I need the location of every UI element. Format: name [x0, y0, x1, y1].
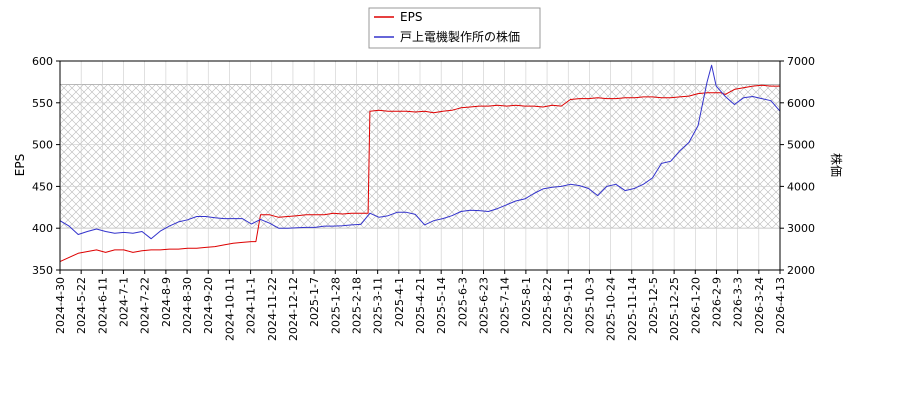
- x-tick-label-2: 2024-6-11: [96, 277, 109, 334]
- right-tick-label-4: 6000: [787, 97, 815, 110]
- x-tick-label-6: 2024-8-30: [181, 277, 194, 334]
- x-axis-ticks: 2024-4-30 2024-5-22 2024-6-11 2024-7-1 2024-…: [54, 270, 787, 341]
- x-tick-label-5: 2024-8-9: [160, 277, 173, 327]
- legend: EPS 戸上電機製作所の株価: [368, 7, 541, 49]
- right-tick-label-1: 3000: [787, 222, 815, 235]
- legend-label-stock: 戸上電機製作所の株価: [400, 29, 520, 44]
- x-tick-label-24: 2025-9-11: [562, 277, 575, 334]
- x-tick-label-34: 2026-4-13: [774, 277, 787, 334]
- x-tick-label-9: 2024-11-1: [245, 277, 258, 334]
- x-tick-label-15: 2025-3-11: [372, 277, 385, 334]
- x-tick-label-21: 2025-7-14: [499, 277, 512, 334]
- x-tick-label-0: 2024-4-30: [54, 277, 67, 334]
- left-axis-ticks: 350 400 450 500 550 600: [32, 55, 60, 277]
- x-tick-label-10: 2024-11-22: [266, 277, 279, 341]
- x-tick-label-16: 2025-4-1: [393, 277, 406, 327]
- series-lines: [59, 64, 781, 263]
- legend-box: [368, 7, 541, 49]
- x-tick-label-3: 2024-7-1: [118, 277, 131, 327]
- x-tick-label-19: 2025-6-3: [456, 277, 469, 327]
- x-tick-label-8: 2024-10-11: [223, 277, 236, 341]
- x-tick-label-32: 2026-3-3: [732, 277, 745, 327]
- x-tick-label-31: 2026-2-9: [710, 277, 723, 327]
- x-tick-label-17: 2025-4-21: [414, 277, 427, 334]
- x-tick-label-7: 2024-9-20: [202, 277, 215, 334]
- x-tick-label-12: 2025-1-7: [308, 277, 321, 327]
- right-tick-label-5: 7000: [787, 55, 815, 68]
- x-tick-label-33: 2026-3-24: [753, 277, 766, 334]
- x-tick-label-14: 2025-2-18: [350, 277, 363, 334]
- x-tick-label-26: 2025-10-24: [605, 277, 618, 341]
- x-tick-label-1: 2024-5-22: [75, 277, 88, 334]
- left-axis-title: EPS: [13, 154, 27, 176]
- left-tick-label-5: 600: [32, 55, 53, 68]
- stock-price-line: [59, 64, 781, 240]
- x-tick-label-27: 2025-11-14: [626, 277, 639, 341]
- left-tick-label-1: 400: [32, 222, 53, 235]
- x-tick-label-29: 2025-12-25: [668, 277, 681, 341]
- x-tick-label-22: 2025-8-1: [520, 277, 533, 327]
- x-tick-label-30: 2026-1-20: [689, 277, 702, 334]
- x-tick-label-23: 2025-8-22: [541, 277, 554, 334]
- right-tick-label-2: 4000: [787, 180, 815, 193]
- x-tick-label-13: 2025-1-28: [329, 277, 342, 334]
- left-tick-label-2: 450: [32, 180, 53, 193]
- x-tick-label-18: 2025-5-14: [435, 277, 448, 334]
- right-tick-label-3: 5000: [787, 139, 815, 152]
- x-tick-label-11: 2024-12-12: [287, 277, 300, 341]
- x-tick-label-25: 2025-10-3: [583, 277, 596, 334]
- legend-label-eps: EPS: [400, 10, 422, 24]
- x-tick-label-4: 2024-7-22: [139, 277, 152, 334]
- left-tick-label-0: 350: [32, 264, 53, 277]
- right-tick-label-0: 2000: [787, 264, 815, 277]
- left-tick-label-3: 500: [32, 139, 53, 152]
- left-tick-label-4: 550: [32, 97, 53, 110]
- eps-line: [59, 84, 780, 263]
- right-axis-title: 株価: [829, 153, 844, 177]
- right-axis-ticks: 2000 3000 4000 5000 6000 7000: [780, 55, 815, 277]
- x-tick-label-20: 2025-6-23: [478, 277, 491, 334]
- x-tick-label-28: 2025-12-5: [647, 277, 660, 334]
